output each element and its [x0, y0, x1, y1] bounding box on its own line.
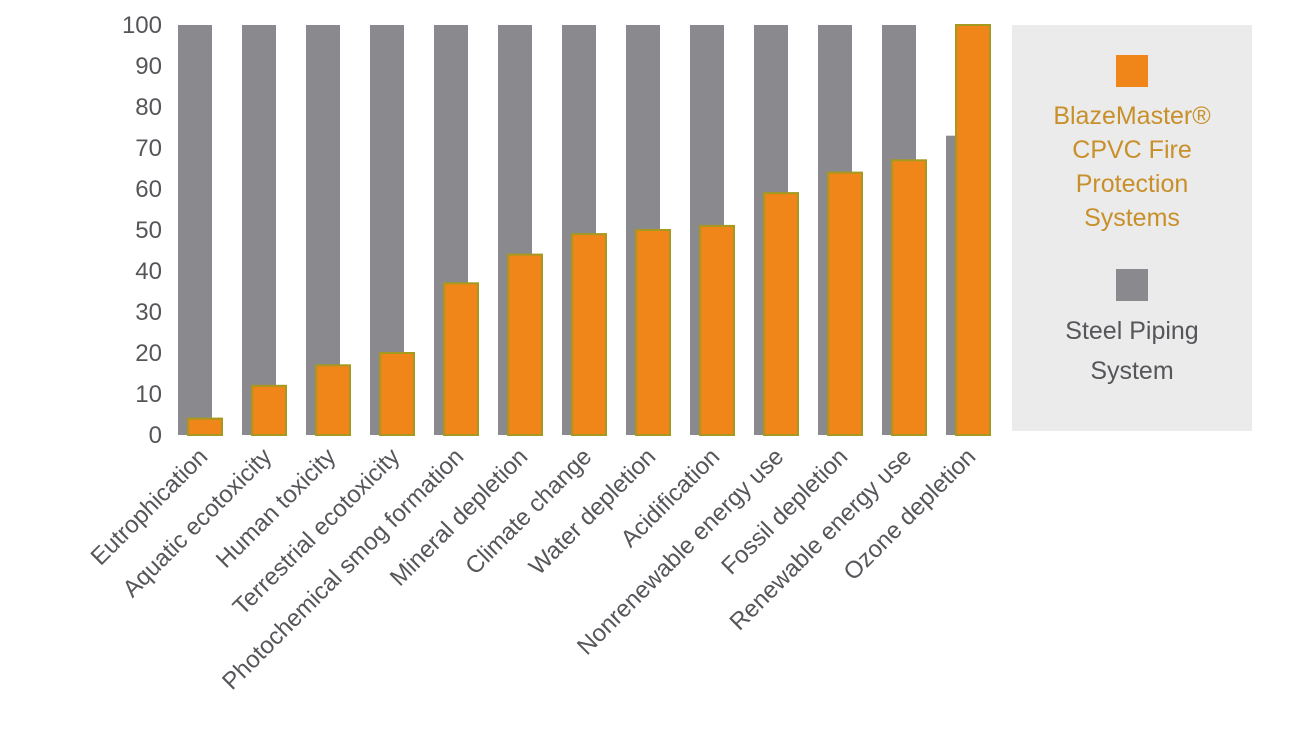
- y-tick-label-0: 0: [149, 422, 162, 449]
- bar-cpvc-mineral-depletion: [507, 253, 543, 436]
- bar-cpvc-terrestrial-ecotoxicity: [379, 352, 415, 436]
- y-tick-label-10: 10: [135, 381, 162, 408]
- legend-swatch-blazemaster: [1116, 55, 1148, 87]
- y-tick-label-90: 90: [135, 53, 162, 80]
- y-tick-label-40: 40: [135, 258, 162, 285]
- bar-cpvc-eutrophication: [187, 417, 223, 437]
- legend-item-steel: Steel Piping System: [1037, 269, 1227, 391]
- bar-steel-aquatic-ecotoxicity: [242, 25, 276, 435]
- y-tick-label-100: 100: [122, 12, 162, 39]
- legend-label-steel: Steel Piping System: [1065, 317, 1199, 385]
- bar-cpvc-ozone-depletion: [955, 24, 991, 436]
- y-tick-label-60: 60: [135, 176, 162, 203]
- legend-label-blazemaster: BlazeMaster® CPVC Fire Protection System…: [1053, 102, 1211, 232]
- legend: BlazeMaster® CPVC Fire Protection System…: [1012, 25, 1252, 431]
- y-axis: 0 10 20 30 40 50 60 70 80 90 100: [122, 12, 162, 449]
- y-tick-label-30: 30: [135, 299, 162, 326]
- legend-swatch-steel: [1116, 269, 1148, 301]
- bar-cpvc-renewable-energy-use: [891, 159, 927, 437]
- bar-cpvc-photochemical-smog-formation: [443, 282, 479, 436]
- legend-item-blazemaster: BlazeMaster® CPVC Fire Protection System…: [1037, 55, 1227, 235]
- y-tick-label-80: 80: [135, 94, 162, 121]
- bar-cpvc-aquatic-ecotoxicity: [251, 384, 287, 436]
- bar-cpvc-human-toxicity: [315, 364, 351, 436]
- y-tick-label-20: 20: [135, 340, 162, 367]
- bar-cpvc-nonrenewable-energy-use: [763, 192, 799, 436]
- y-tick-label-50: 50: [135, 217, 162, 244]
- bar-cpvc-fossil-depletion: [827, 171, 863, 436]
- bar-cpvc-climate-change: [571, 233, 607, 436]
- bars: [178, 24, 991, 437]
- bar-cpvc-acidification: [699, 224, 735, 436]
- bar-steel-eutrophication: [178, 25, 212, 435]
- bar-cpvc-water-depletion: [635, 229, 671, 436]
- y-tick-label-70: 70: [135, 135, 162, 162]
